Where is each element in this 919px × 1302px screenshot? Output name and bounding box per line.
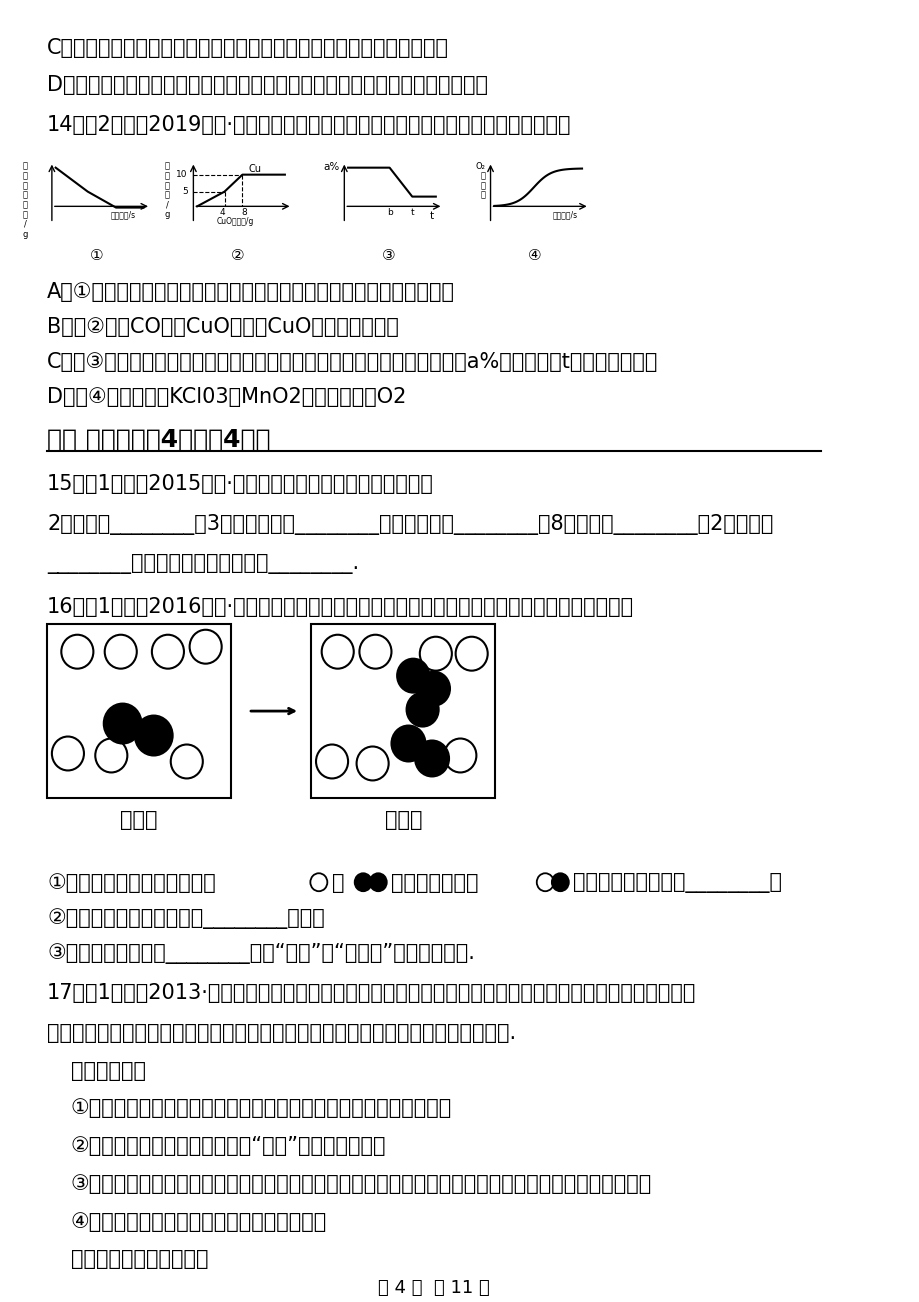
Circle shape [406, 693, 438, 727]
Text: 反应后: 反应后 [384, 810, 422, 831]
Text: 「查阅资料与问题解决」: 「查阅资料与问题解决」 [71, 1250, 208, 1269]
Text: 10: 10 [176, 171, 187, 180]
Text: CuO的质量/g: CuO的质量/g [216, 216, 254, 225]
Bar [47, 624, 231, 798]
Circle shape [96, 738, 127, 772]
Circle shape [369, 874, 386, 891]
Text: 15．（1分）（2015九上·青龙期末）用数字和化学符号表示：: 15．（1分）（2015九上·青龙期末）用数字和化学符号表示： [47, 474, 434, 493]
Text: 各粒子间的个数比为________；: 各粒子间的个数比为________； [572, 874, 781, 893]
Circle shape [391, 725, 425, 762]
Text: 反应前: 反应前 [120, 810, 158, 831]
Circle shape [455, 637, 487, 671]
Circle shape [104, 703, 142, 743]
Circle shape [357, 746, 388, 780]
Text: D．图④是用适量的KCl03和MnO2混合物加热制O2: D．图④是用适量的KCl03和MnO2混合物加热制O2 [47, 387, 406, 408]
Circle shape [355, 874, 371, 891]
Text: 17．（1分）（2013·泰州）某研究性学习小组在学习金属铁的知识后，为了解铜及其常见化合物的性质，运用: 17．（1分）（2013·泰州）某研究性学习小组在学习金属铁的知识后，为了解铜及… [47, 983, 696, 1003]
Text: C．把点燃的木炭放入燃烧匙内，由上而下缓慢伸入集满氧气的集气瓶中: C．把点燃的木炭放入燃烧匙内，由上而下缓慢伸入集满氧气的集气瓶中 [47, 38, 448, 57]
Circle shape [171, 745, 202, 779]
Text: A．①图表示一定量的木炭还原氧化铜，剩余固体质量与反应时间的关系: A．①图表示一定量的木炭还原氧化铜，剩余固体质量与反应时间的关系 [47, 283, 455, 302]
Circle shape [322, 635, 354, 669]
Text: Cu: Cu [248, 164, 261, 173]
Circle shape [189, 630, 221, 664]
Text: ④: ④ [528, 247, 541, 263]
Text: ②: ② [231, 247, 244, 263]
Circle shape [135, 716, 173, 755]
Text: 4: 4 [220, 208, 225, 217]
Circle shape [536, 874, 553, 891]
Text: 8: 8 [241, 208, 247, 217]
Text: 受热时间/s: 受热时间/s [552, 211, 577, 220]
Circle shape [417, 672, 449, 706]
Text: ①铁能与稀硫酸反应产生氢气，铜能吗？铜与浓硫酸会发生反应吗？: ①铁能与稀硫酸反应产生氢气，铜能吗？铜与浓硫酸会发生反应吗？ [71, 1098, 451, 1118]
Circle shape [62, 635, 94, 669]
Text: B．图②是用CO还原CuO来测定CuO中铜元素的含量: B．图②是用CO还原CuO来测定CuO中铜元素的含量 [47, 318, 399, 337]
Text: 剩
余
固
体
质
量
/
g: 剩 余 固 体 质 量 / g [23, 161, 28, 238]
Circle shape [551, 874, 568, 891]
Text: ________；磁铁矿主要成分化学式________.: ________；磁铁矿主要成分化学式________. [47, 553, 359, 574]
Text: ②该反应的基本反应类型为________反应；: ②该反应的基本反应类型为________反应； [47, 909, 324, 930]
Circle shape [51, 737, 84, 771]
Text: ②铁在潮湿的空气中易生锈，铜“生锈”需要什么条件？: ②铁在潮湿的空气中易生锈，铜“生锈”需要什么条件？ [71, 1135, 386, 1156]
Circle shape [105, 635, 137, 669]
Text: 2个氮原子________；3个硝酸根离子________；甲烷化学式________；8个水分子________；2个铝离子: 2个氮原子________；3个硝酸根离子________；甲烷化学式_____… [47, 514, 773, 535]
Circle shape [359, 635, 391, 669]
Circle shape [315, 745, 347, 779]
Text: 反应时间/s: 反应时间/s [111, 211, 136, 220]
Text: ③: ③ [381, 247, 395, 263]
Circle shape [419, 637, 451, 671]
Text: ①该化学反应中，参加反应的: ①该化学反应中，参加反应的 [47, 874, 216, 893]
Text: 14．（2分）（2019九上·顺德月考）下列图像能正确反映所对应叙述关系的是（　　）: 14．（2分）（2019九上·顺德月考）下列图像能正确反映所对应叙述关系的是（ … [47, 115, 571, 135]
Circle shape [397, 659, 429, 693]
Text: 16．（1分）（2016九上·独山期中）如图是某个化学反应前、后的微观示意图．请根据图示回答：: 16．（1分）（2016九上·独山期中）如图是某个化学反应前、后的微观示意图．请… [47, 596, 633, 617]
Text: 类比的思想提出了如下问题，并进行探究．请帮助完成下列有关研究并填写有关空白.: 类比的思想提出了如下问题，并进行探究．请帮助完成下列有关研究并填写有关空白. [47, 1023, 516, 1043]
Bar [311, 624, 494, 798]
Text: t: t [410, 208, 414, 217]
Text: 和: 和 [332, 874, 345, 893]
Text: O₂
的
质
量: O₂ 的 质 量 [475, 161, 485, 199]
Text: 铜
的
质
量
/
g: 铜 的 质 量 / g [165, 161, 169, 219]
Text: ③氧化铁能够被一氧化碳还原，氧化铜可以吗？氧化铜能直接转化为氢氧化铜吗？氧化铜还有哪些性质？: ③氧化铁能够被一氧化碳还原，氧化铜可以吗？氧化铜能直接转化为氢氧化铜吗？氧化铜还… [71, 1173, 652, 1194]
Text: ④有哪些途径可以由铜逐步转变为氢氧化铜？: ④有哪些途径可以由铜逐步转变为氢氧化铜？ [71, 1212, 326, 1232]
Text: ①: ① [89, 247, 103, 263]
Text: t: t [429, 211, 433, 220]
Text: 5: 5 [182, 187, 187, 197]
Text: C．图③是一定质量的氯酸钒和二氧化锡制氧气时，二氧化锡的质量分数（a%）随时间（t）变化的曲线图: C．图③是一定质量的氯酸钒和二氧化锡制氧气时，二氧化锡的质量分数（a%）随时间（… [47, 353, 658, 372]
Text: 与反应后生成的: 与反应后生成的 [391, 874, 479, 893]
Text: D．连接橡胶管和玻璃管时，应先用水潤湿玻璃管一端，再慢慢的转入橡胶管中: D．连接橡胶管和玻璃管时，应先用水潤湿玻璃管一端，再慢慢的转入橡胶管中 [47, 74, 488, 95]
Circle shape [414, 741, 448, 776]
Circle shape [152, 635, 184, 669]
Text: 第 4 页  共 11 页: 第 4 页 共 11 页 [378, 1280, 489, 1297]
Circle shape [310, 874, 327, 891]
Text: b: b [386, 208, 392, 217]
Text: a%: a% [323, 161, 339, 172]
Text: ③该反应中的生成物________（填“可能”或“不可能”）属于氧化物.: ③该反应中的生成物________（填“可能”或“不可能”）属于氧化物. [47, 943, 474, 963]
Circle shape [444, 738, 476, 772]
Text: 二、 填空题（关4题；关4分）: 二、 填空题（关4题；关4分） [47, 427, 270, 452]
Text: 「提出问题」: 「提出问题」 [71, 1061, 145, 1081]
